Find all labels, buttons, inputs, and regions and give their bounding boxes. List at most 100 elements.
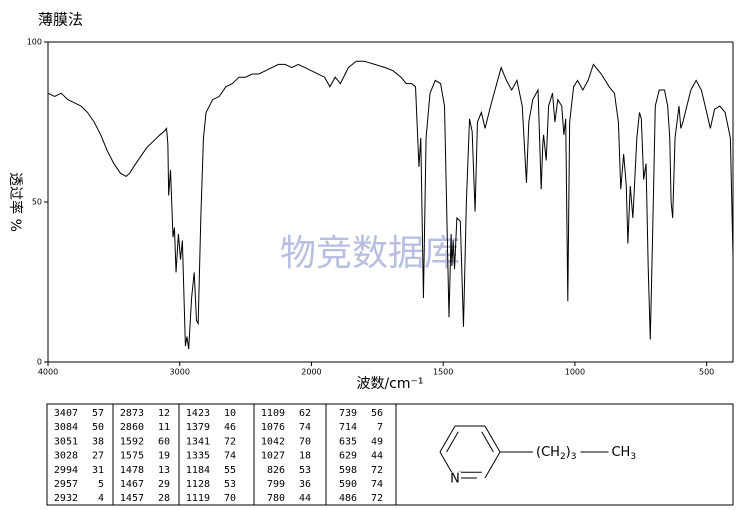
peak-wavenumber: 3028 xyxy=(54,451,78,462)
peak-transmittance: 72 xyxy=(224,436,236,447)
y-axis-label: 透过率 % xyxy=(7,172,24,232)
peak-wavenumber: 1423 xyxy=(186,408,210,419)
peak-wavenumber: 2860 xyxy=(120,422,144,433)
spectrum-line xyxy=(47,60,734,350)
peak-transmittance: 60 xyxy=(158,436,170,447)
peak-wavenumber: 799 xyxy=(267,479,285,490)
ring-bond xyxy=(484,451,501,479)
peak-transmittance: 31 xyxy=(92,465,104,476)
peak-wavenumber: 1128 xyxy=(186,479,210,490)
peak-wavenumber: 1042 xyxy=(261,436,285,447)
peak-transmittance: 62 xyxy=(299,408,311,419)
ring-double-bond xyxy=(446,431,459,453)
peak-transmittance: 29 xyxy=(158,479,170,490)
peak-transmittance: 7 xyxy=(377,422,383,433)
peak-table-frame xyxy=(46,403,734,506)
peak-wavenumber: 1027 xyxy=(261,451,285,462)
ring-bond xyxy=(484,425,501,453)
peak-transmittance: 12 xyxy=(158,408,170,419)
peak-wavenumber: 598 xyxy=(339,465,357,476)
peak-wavenumber: 1457 xyxy=(120,493,144,504)
peak-wavenumber: 629 xyxy=(339,451,357,462)
x-tick-label: 3000 xyxy=(170,368,190,377)
x-axis-label: 波数/cm⁻¹ xyxy=(356,376,423,392)
peak-transmittance: 44 xyxy=(299,493,311,504)
ring-atom: N xyxy=(450,471,460,486)
peak-transmittance: 57 xyxy=(92,408,104,419)
y-tick-label: 50 xyxy=(32,198,42,207)
peak-wavenumber: 2873 xyxy=(120,408,144,419)
peak-transmittance: 5 xyxy=(98,479,104,490)
peak-wavenumber: 780 xyxy=(267,493,285,504)
peak-wavenumber: 1335 xyxy=(186,451,210,462)
peak-wavenumber: 3084 xyxy=(54,422,78,433)
substituent-part: 3 xyxy=(630,452,636,462)
peak-transmittance: 70 xyxy=(224,493,236,504)
peak-transmittance: 74 xyxy=(299,422,311,433)
peak-transmittance: 10 xyxy=(224,408,236,419)
peak-transmittance: 28 xyxy=(158,493,170,504)
peak-wavenumber: 739 xyxy=(339,408,357,419)
peak-wavenumber: 3407 xyxy=(54,408,78,419)
peak-wavenumber: 1575 xyxy=(120,451,144,462)
peak-wavenumber: 2932 xyxy=(54,493,78,504)
peak-transmittance: 19 xyxy=(158,451,170,462)
peak-transmittance: 11 xyxy=(158,422,170,433)
peak-wavenumber: 3051 xyxy=(54,436,78,447)
peak-wavenumber: 2994 xyxy=(54,465,78,476)
x-tick-label: 1000 xyxy=(565,368,585,377)
x-tick-label: 500 xyxy=(699,368,714,377)
peak-transmittance: 53 xyxy=(224,479,236,490)
peak-transmittance: 72 xyxy=(371,465,383,476)
peak-wavenumber: 1341 xyxy=(186,436,210,447)
peak-wavenumber: 714 xyxy=(339,422,357,433)
ring-double-bond xyxy=(481,431,494,453)
x-tick-label: 4000 xyxy=(38,368,58,377)
peak-transmittance: 18 xyxy=(299,451,311,462)
peak-wavenumber: 1379 xyxy=(186,422,210,433)
peak-wavenumber: 826 xyxy=(267,465,285,476)
peak-wavenumber: 1478 xyxy=(120,465,144,476)
peak-wavenumber: 2957 xyxy=(54,479,78,490)
watermark: 物竞数据库 xyxy=(280,233,460,274)
peak-wavenumber: 486 xyxy=(339,493,357,504)
peak-transmittance: 53 xyxy=(299,465,311,476)
peak-transmittance: 36 xyxy=(299,479,311,490)
peak-wavenumber: 1109 xyxy=(261,408,285,419)
plot-frame xyxy=(47,41,734,363)
x-tick-label: 2000 xyxy=(301,368,321,377)
peak-wavenumber: 1592 xyxy=(120,436,144,447)
peak-transmittance: 13 xyxy=(158,465,170,476)
peak-transmittance: 46 xyxy=(224,422,236,433)
substituent-part: CH xyxy=(611,445,630,460)
peak-transmittance: 72 xyxy=(371,493,383,504)
peak-transmittance: 27 xyxy=(92,451,104,462)
chart-title: 薄膜法 xyxy=(38,11,83,29)
peak-transmittance: 55 xyxy=(224,465,236,476)
peak-wavenumber: 590 xyxy=(339,479,357,490)
peak-transmittance: 74 xyxy=(371,479,383,490)
substituent-part: 2 xyxy=(560,452,566,462)
peak-transmittance: 38 xyxy=(92,436,104,447)
peak-transmittance: 44 xyxy=(371,451,383,462)
substituent-part: 3 xyxy=(571,452,577,462)
peak-wavenumber: 1467 xyxy=(120,479,144,490)
end-group: CH3 xyxy=(611,445,636,462)
peak-transmittance: 50 xyxy=(92,422,104,433)
y-tick-label: 100 xyxy=(27,38,42,47)
ring-bond xyxy=(439,425,456,453)
peak-wavenumber: 1184 xyxy=(186,465,210,476)
x-tick-label: 1500 xyxy=(433,368,453,377)
peak-transmittance: 49 xyxy=(371,436,383,447)
peak-transmittance: 4 xyxy=(98,493,104,504)
y-tick-label: 0 xyxy=(37,358,42,367)
peak-wavenumber: 1076 xyxy=(261,422,285,433)
substituent: (CH2)3 xyxy=(536,445,576,462)
peak-transmittance: 70 xyxy=(299,436,311,447)
substituent-part: ) xyxy=(566,445,571,460)
peak-transmittance: 56 xyxy=(371,408,383,419)
peak-wavenumber: 635 xyxy=(339,436,357,447)
peak-wavenumber: 1119 xyxy=(186,493,210,504)
peak-transmittance: 74 xyxy=(224,451,236,462)
